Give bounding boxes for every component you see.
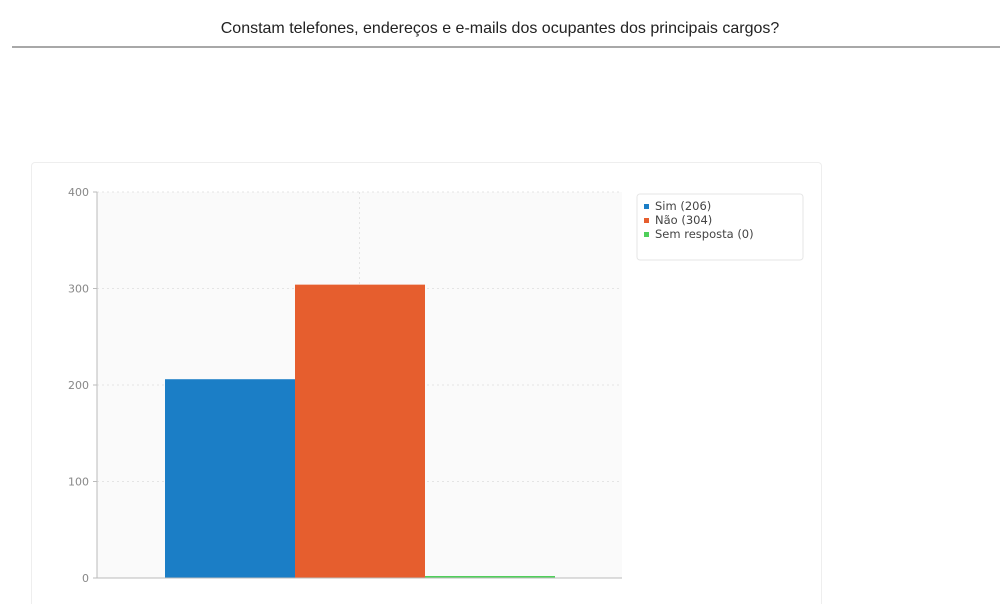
legend-entry: Sem resposta (0) xyxy=(655,227,754,241)
y-tick-label: 200 xyxy=(68,379,89,392)
legend-box xyxy=(636,193,804,261)
title-divider xyxy=(12,46,1000,48)
legend-entry: Sim (206) xyxy=(655,199,711,213)
y-tick-label: 0 xyxy=(82,572,89,585)
bar-sim xyxy=(165,379,295,578)
legend-swatch xyxy=(644,204,649,209)
bar-n-o xyxy=(295,284,425,578)
legend-swatch xyxy=(644,232,649,237)
y-tick-label: 300 xyxy=(68,283,89,296)
legend-swatch xyxy=(644,218,649,223)
legend-entry: Não (304) xyxy=(655,213,712,227)
bar-sem-resposta xyxy=(425,576,555,578)
page-title: Constam telefones, endereços e e-mails d… xyxy=(220,20,780,37)
y-tick-label: 100 xyxy=(68,476,89,489)
y-tick-label: 400 xyxy=(68,186,89,199)
